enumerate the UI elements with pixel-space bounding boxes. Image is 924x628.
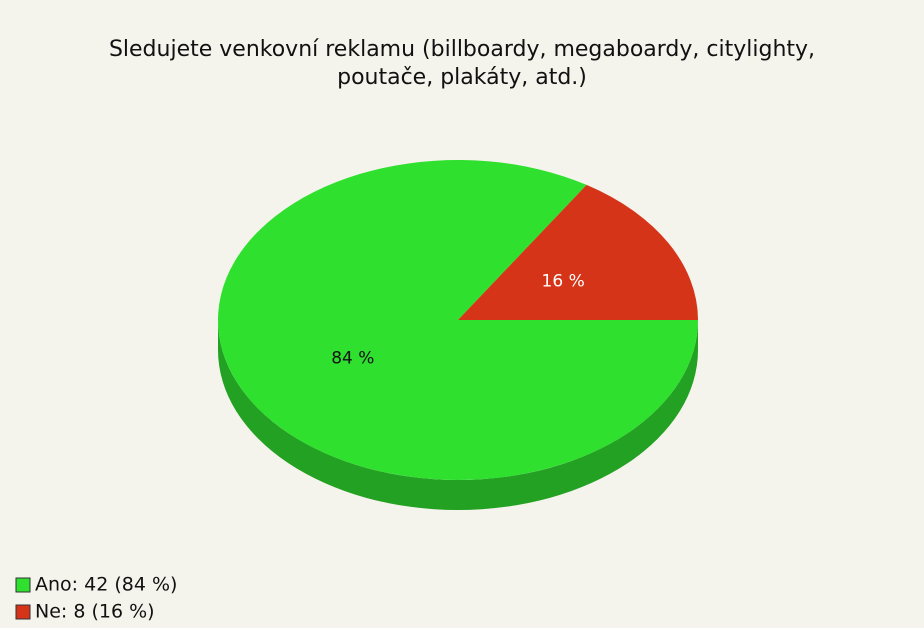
value-label: 84 %	[331, 349, 374, 369]
chart-title: Sledujete venkovní reklamu (billboardy, …	[109, 37, 815, 62]
legend-label: Ano: 42 (84 %)	[35, 574, 177, 596]
value-label: 16 %	[542, 271, 585, 291]
pie-side	[218, 320, 698, 510]
legend-label: Ne: 8 (16 %)	[35, 601, 155, 623]
chart-title: poutače, plakáty, atd.)	[337, 65, 587, 90]
pie-slice	[458, 184, 698, 320]
legend-swatch	[15, 577, 31, 593]
legend-swatch	[15, 604, 31, 620]
